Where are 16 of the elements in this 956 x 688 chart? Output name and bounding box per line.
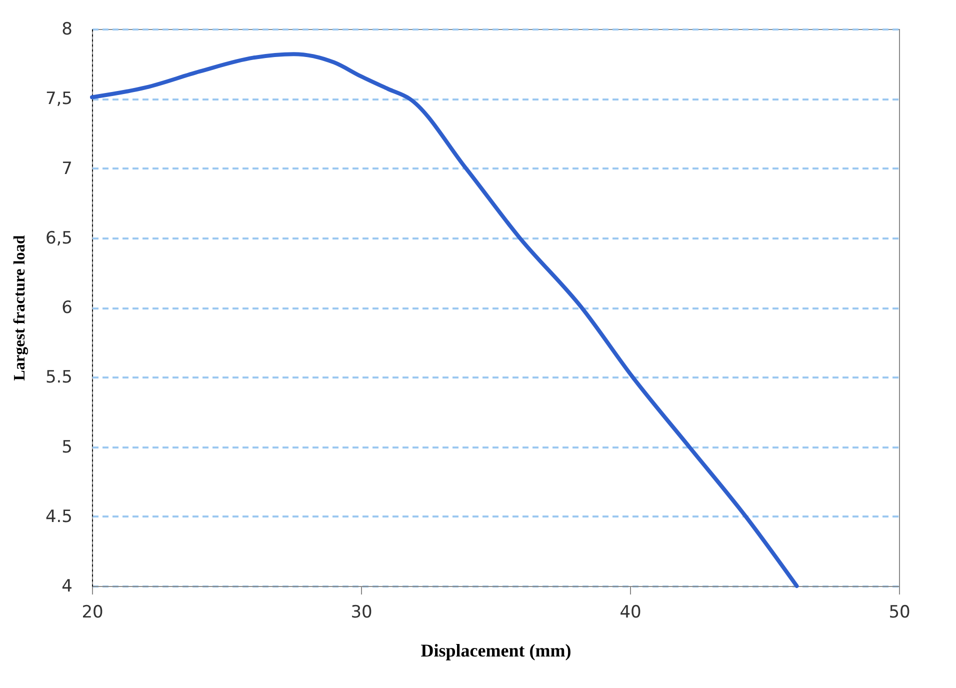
y-tick-label: 4.5 [45,506,72,527]
y-tick-label: 6 [62,298,72,318]
x-tick-label: 50 [888,602,910,622]
y-tick-label: 7,5 [45,89,72,110]
y-tick-label: 6,5 [45,228,72,248]
y-tick-label: 7 [62,158,72,179]
y-tick-label: 5.5 [45,368,72,388]
x-tick-label: 30 [350,602,372,622]
y-axis-title: Largest fracture load [11,235,28,381]
x-tick-label: 20 [82,602,104,622]
line-series [90,52,799,588]
x-tick-label: 40 [620,602,642,622]
y-tick-label: 4 [62,576,72,596]
x-axis-title: Displacement (mm) [420,640,572,660]
y-tick-label: 5 [62,437,72,458]
y-tick-label: 8 [62,20,72,40]
